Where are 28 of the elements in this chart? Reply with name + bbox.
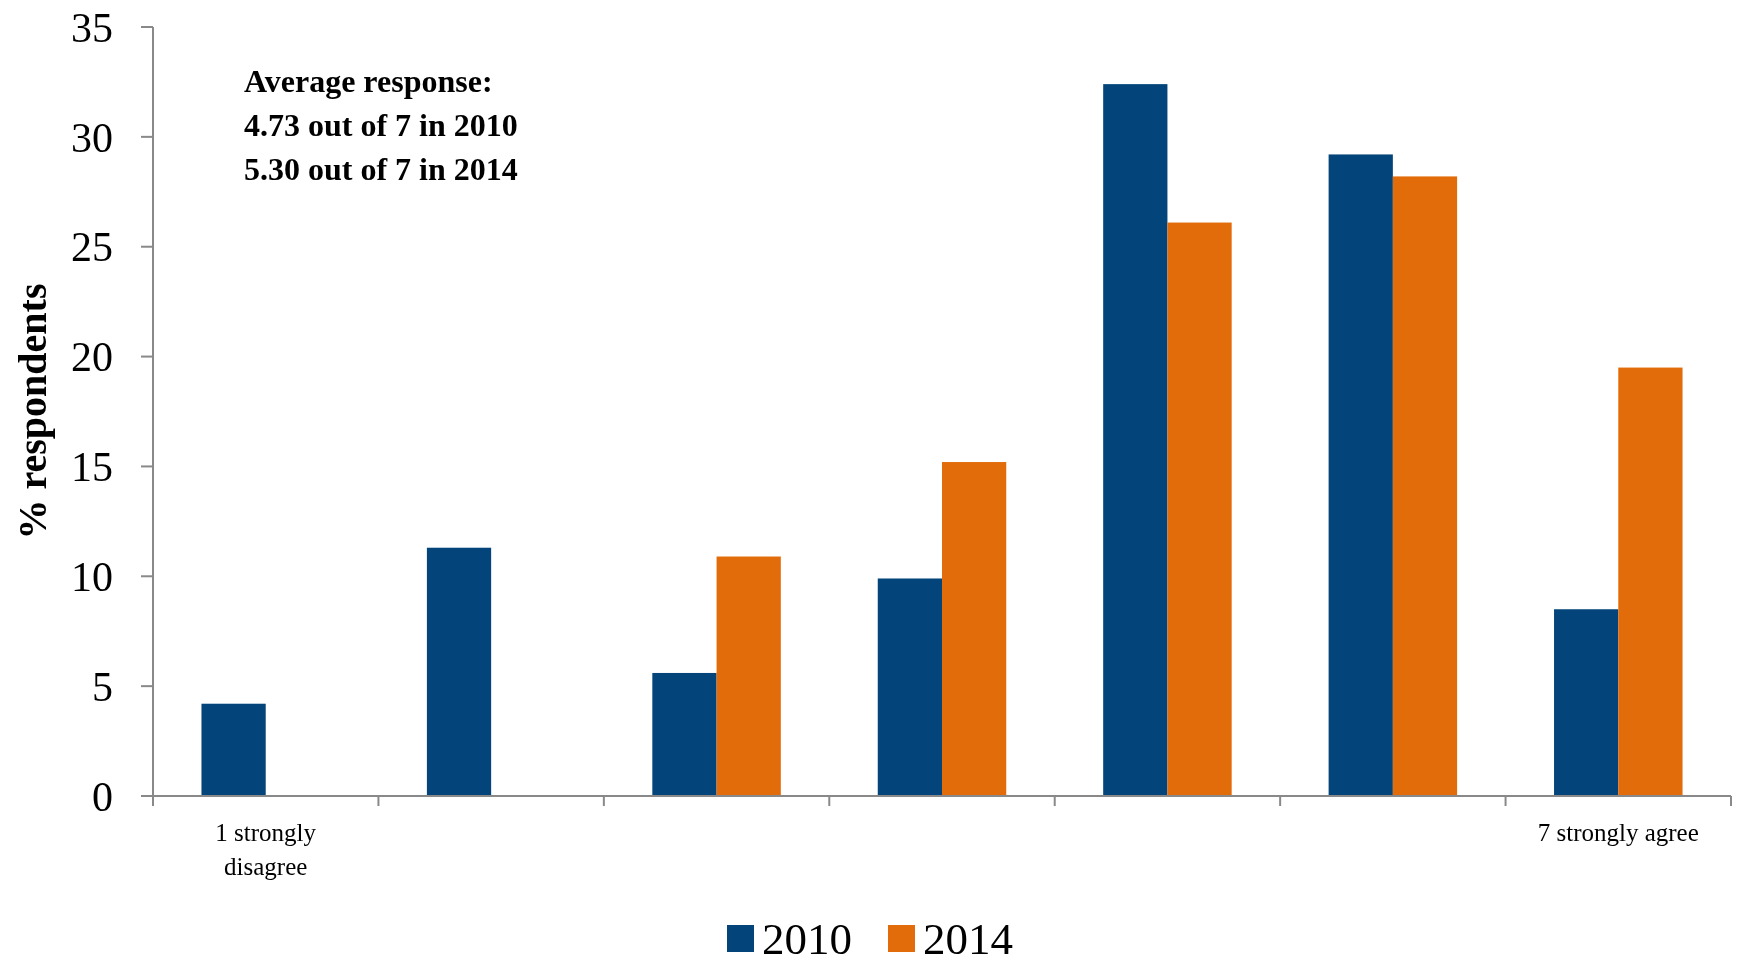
bar <box>942 462 1007 796</box>
bar <box>201 703 266 796</box>
y-axis-title: % respondents <box>10 283 55 540</box>
bar <box>716 556 781 796</box>
bar <box>1103 84 1168 796</box>
bar <box>1392 176 1458 796</box>
bar <box>877 578 942 796</box>
bar <box>1328 154 1393 796</box>
x-tick-label: 7 strongly agree <box>1537 819 1699 846</box>
bar <box>426 547 492 796</box>
bar <box>1167 222 1232 796</box>
y-tick-label: 10 <box>71 553 113 600</box>
legend-label: 2010 <box>762 914 852 960</box>
annotation: Average response: <box>244 63 493 99</box>
y-tick-label: 30 <box>71 114 113 161</box>
y-tick-label: 15 <box>71 444 113 491</box>
bar <box>1554 609 1619 796</box>
y-tick-label: 5 <box>92 663 113 710</box>
annotation: 4.73 out of 7 in 2010 <box>244 107 518 143</box>
bar <box>652 672 717 796</box>
bar <box>1618 367 1683 796</box>
y-tick-label: 0 <box>92 773 113 820</box>
annotation: 5.30 out of 7 in 2014 <box>244 151 518 187</box>
legend-label: 2014 <box>923 914 1013 960</box>
y-tick-label: 25 <box>71 224 113 271</box>
x-tick-label: 1 strongly disagree <box>215 819 317 880</box>
y-tick-label: 20 <box>71 334 113 381</box>
y-tick-label: 35 <box>71 4 113 51</box>
